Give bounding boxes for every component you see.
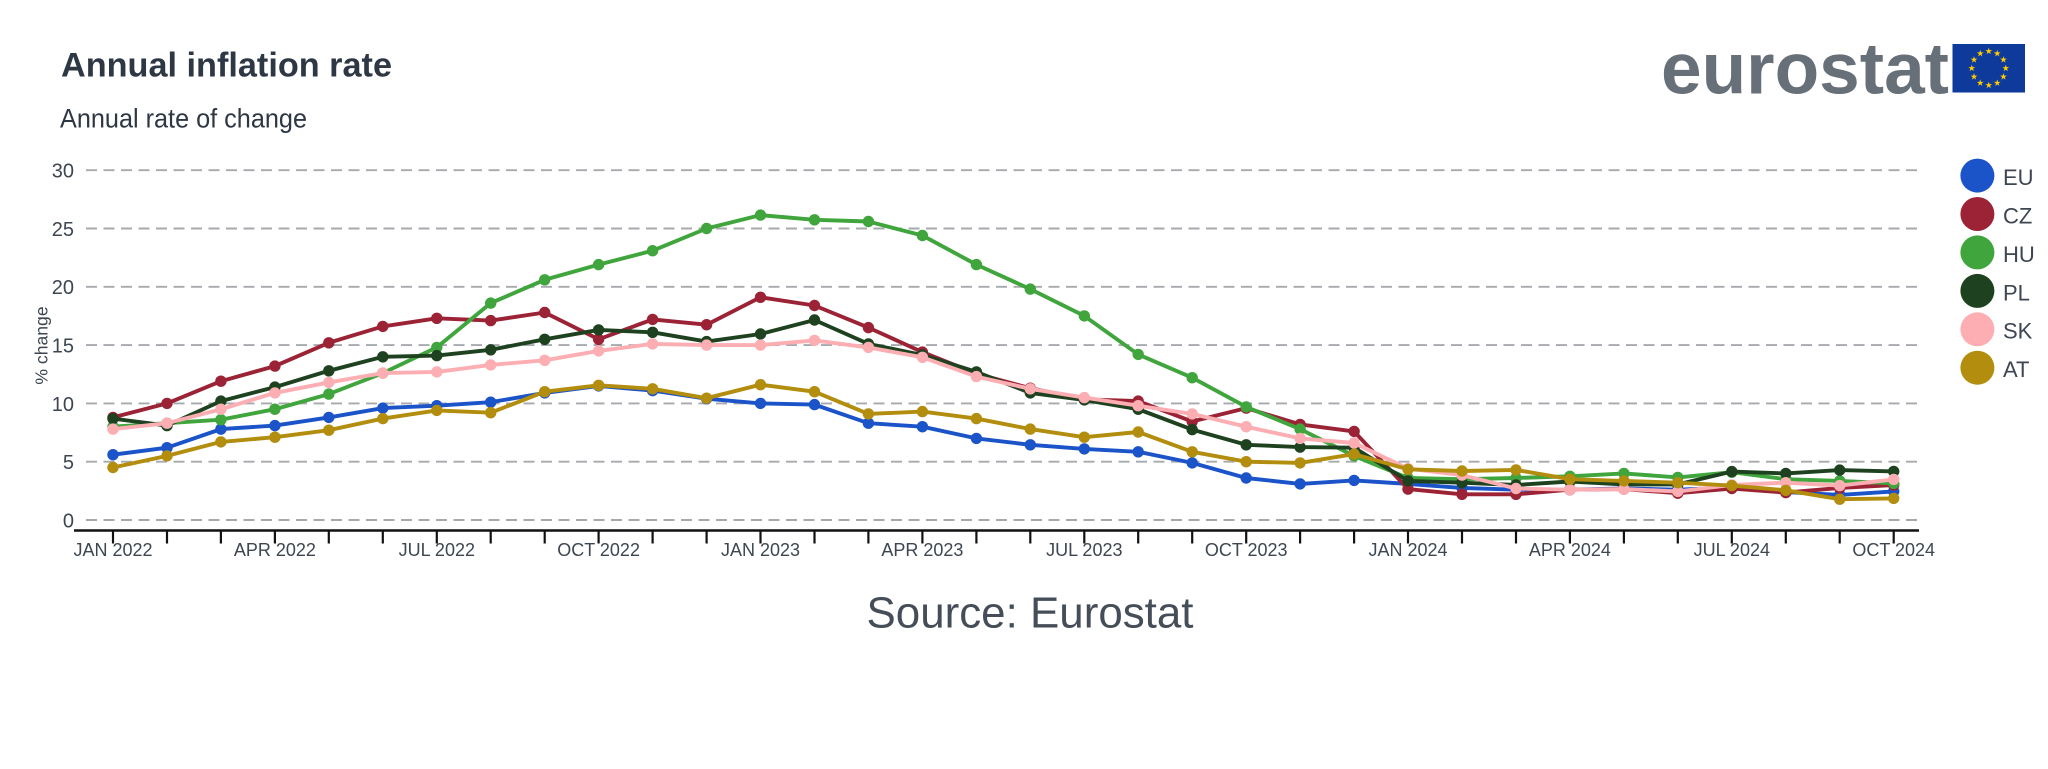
svg-text:APR 2024: APR 2024 (1529, 540, 1611, 560)
svg-text:20: 20 (52, 277, 74, 299)
svg-text:OCT 2022: OCT 2022 (557, 540, 640, 560)
svg-text:CZ: CZ (2003, 203, 2032, 228)
svg-text:15: 15 (52, 336, 74, 358)
svg-text:SK: SK (2003, 319, 2033, 344)
svg-text:EU: EU (2003, 165, 2034, 190)
svg-text:eurostat: eurostat (1661, 29, 1949, 110)
svg-text:5: 5 (63, 452, 74, 474)
svg-text:PL: PL (2003, 280, 2030, 305)
svg-text:0: 0 (63, 510, 74, 532)
svg-text:JUL 2022: JUL 2022 (399, 540, 475, 560)
svg-text:OCT 2023: OCT 2023 (1205, 540, 1288, 560)
svg-text:APR 2023: APR 2023 (881, 540, 963, 560)
svg-text:Source: Eurostat: Source: Eurostat (867, 589, 1194, 637)
svg-text:25: 25 (52, 219, 74, 241)
svg-text:Annual rate of change: Annual rate of change (60, 104, 307, 134)
svg-text:10: 10 (52, 394, 74, 416)
svg-text:JAN 2022: JAN 2022 (73, 540, 152, 560)
svg-text:% change: % change (32, 306, 52, 384)
svg-text:OCT 2024: OCT 2024 (1852, 540, 1935, 560)
svg-text:AT: AT (2003, 357, 2029, 382)
svg-text:Annual inflation rate: Annual inflation rate (61, 47, 392, 85)
svg-text:JUL 2024: JUL 2024 (1694, 540, 1770, 560)
svg-text:JUL 2023: JUL 2023 (1046, 540, 1122, 560)
svg-text:HU: HU (2003, 242, 2035, 267)
svg-text:JAN 2023: JAN 2023 (721, 540, 800, 560)
svg-text:JAN 2024: JAN 2024 (1368, 540, 1447, 560)
svg-text:APR 2022: APR 2022 (234, 540, 316, 560)
svg-text:30: 30 (52, 161, 74, 183)
